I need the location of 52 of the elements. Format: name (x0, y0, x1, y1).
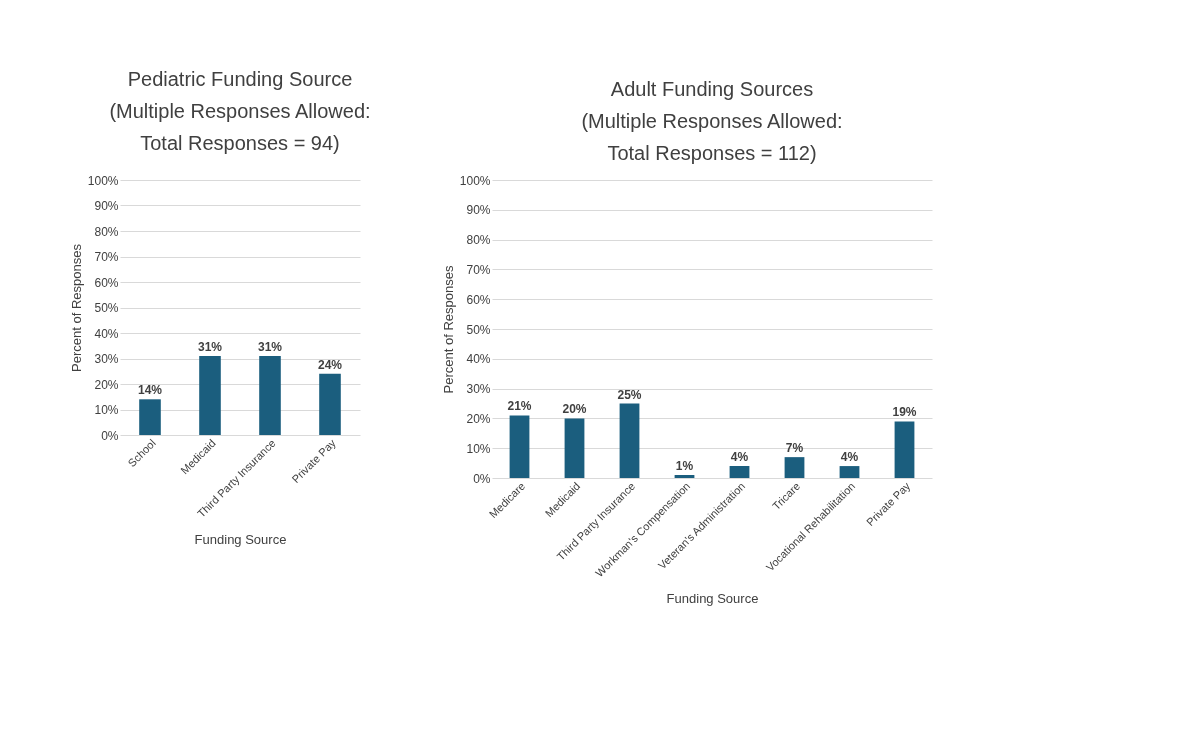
y-tick-label: 0% (101, 428, 119, 443)
y-tick-label: 30% (94, 352, 119, 366)
bar (894, 421, 915, 478)
bar (199, 355, 221, 435)
y-tick-label: 60% (466, 292, 491, 307)
bar (619, 403, 640, 478)
bar (319, 373, 341, 435)
y-tick-label: 10% (94, 403, 119, 417)
data-label: 7% (785, 441, 804, 456)
data-label: 19% (892, 405, 917, 420)
bar (564, 418, 585, 478)
y-tick-label: 40% (466, 352, 491, 367)
data-label: 25% (617, 387, 642, 402)
data-label: 1% (675, 459, 694, 474)
y-axis-title: Percent of Responses (440, 265, 456, 394)
bar (729, 466, 750, 478)
data-label: 4% (730, 450, 749, 465)
y-tick-label: 20% (94, 377, 119, 392)
y-tick-label: 60% (94, 275, 119, 290)
y-axis-title: Percent of Responses (68, 243, 84, 372)
bar (259, 355, 281, 435)
y-tick-label: 70% (94, 250, 119, 264)
y-tick-label: 100% (87, 173, 119, 188)
data-label: 4% (840, 450, 859, 465)
y-tick-label: 10% (466, 441, 491, 456)
y-tick-label: 40% (94, 326, 119, 341)
y-tick-label: 90% (466, 203, 491, 218)
y-tick-label: 50% (94, 301, 119, 315)
bar (784, 457, 805, 478)
data-label: 31% (197, 339, 223, 354)
y-tick-label: 70% (466, 262, 491, 277)
data-label: 24% (317, 357, 343, 372)
x-axis-title: Funding Source (194, 531, 287, 547)
y-tick-label: 50% (466, 322, 491, 337)
chart-title: Pediatric Funding Source (Multiple Responses Allowed: Total Responses = 94) (109, 68, 371, 154)
y-tick-label: 90% (94, 199, 119, 213)
y-tick-label: 80% (94, 224, 119, 239)
bar (674, 475, 695, 478)
x-axis-title: Funding Source (666, 591, 759, 607)
data-label: 31% (257, 339, 283, 354)
bar (509, 415, 530, 478)
bar (839, 466, 860, 478)
y-tick-label: 20% (466, 411, 491, 426)
bar (139, 399, 161, 435)
chart-title: Adult Funding Sources (Multiple Responses Allowed: Total Responses = 112) (581, 78, 843, 164)
y-tick-label: 0% (473, 471, 491, 486)
y-tick-label: 80% (466, 233, 491, 248)
data-label: 21% (507, 399, 532, 414)
data-label: 20% (562, 402, 587, 417)
y-tick-label: 30% (466, 382, 491, 397)
y-tick-label: 100% (459, 173, 491, 188)
data-label: 14% (137, 383, 163, 398)
